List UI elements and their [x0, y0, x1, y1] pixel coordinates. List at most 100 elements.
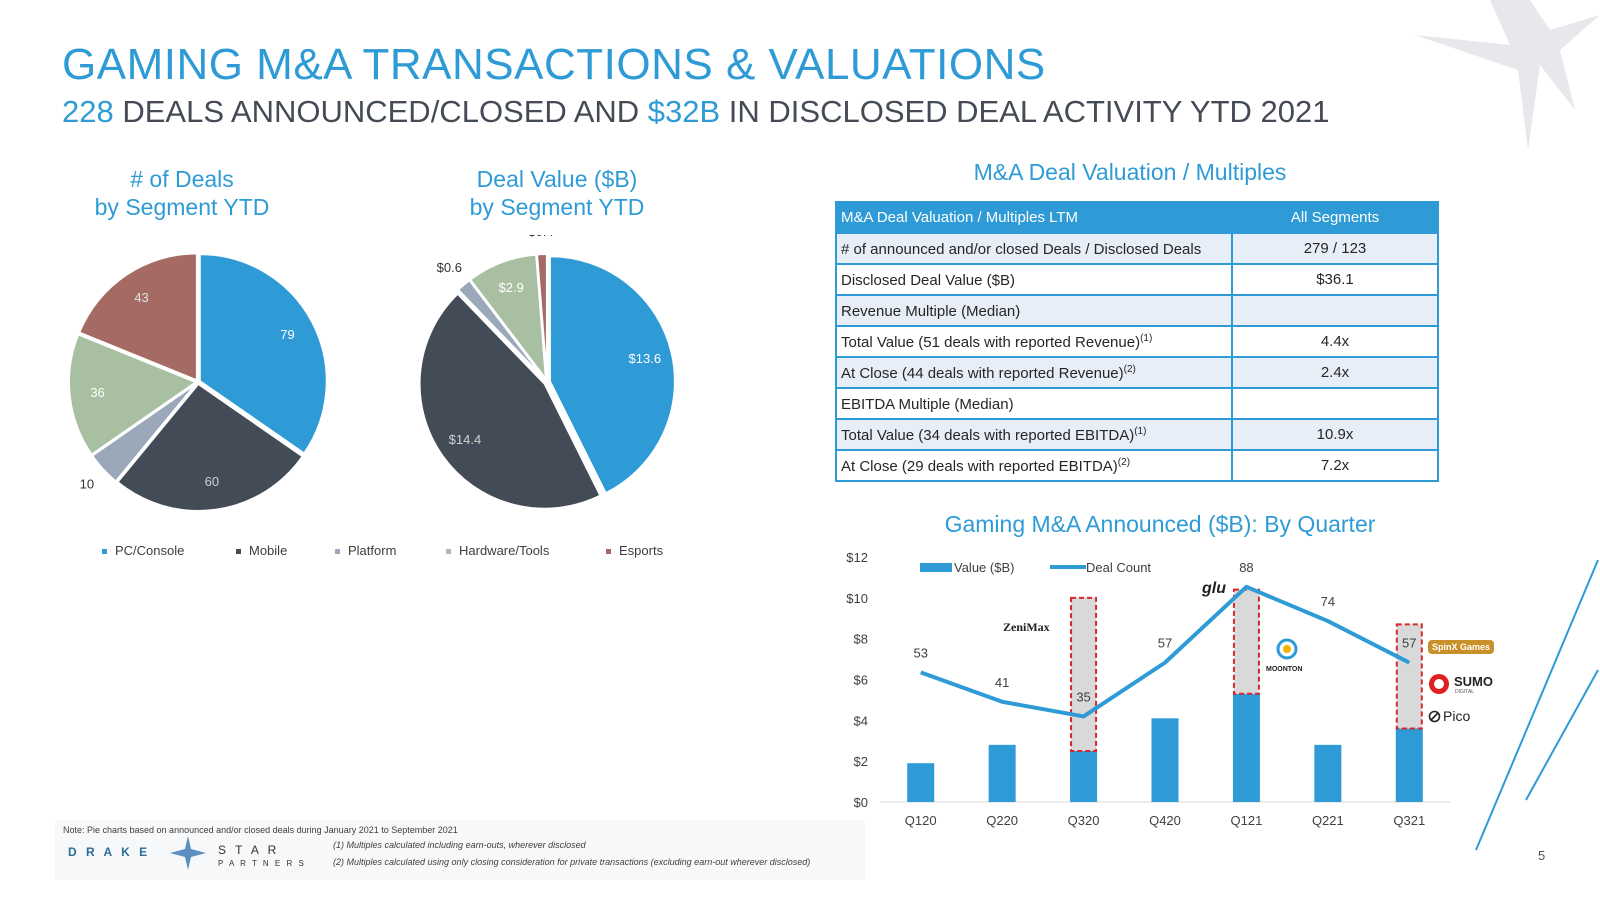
zenimax-logo: ZeniMax — [1003, 620, 1050, 634]
footnote-1: (1) Multiples calculated including earn-… — [333, 840, 586, 850]
subtitle-deal-count: 228 — [62, 94, 114, 129]
legend-label: Platform — [348, 543, 397, 558]
legend-swatch — [335, 549, 340, 555]
pie-slice-hardware-tools — [68, 333, 199, 456]
pie-data-label: 43 — [134, 290, 148, 305]
deal-count-label: 74 — [1321, 594, 1335, 609]
deal-count-line — [920, 584, 1411, 719]
value-bar — [1395, 728, 1423, 802]
legend-value-label: Value ($B) — [954, 560, 1014, 575]
table-title: M&A Deal Valuation / Multiples — [973, 159, 1287, 185]
quarter-chart-title: Gaming M&A Announced ($B): By Quarter — [944, 511, 1376, 537]
row-label: At Close (29 deals with reported EBITDA)… — [835, 449, 1233, 482]
legend-hardware-tools: Hardware/Tools — [446, 543, 549, 558]
row-value — [1231, 294, 1439, 327]
deal-count-label: 57 — [1402, 636, 1416, 651]
pie-slice-hardware-tools — [468, 253, 548, 383]
legend-label: Hardware/Tools — [459, 543, 550, 558]
table-row: Disclosed Deal Value ($B) $36.1 — [835, 263, 1439, 296]
pie-chart-value: $13.6 $14.4 $0.6 $2.9 $0.4 — [418, 235, 676, 510]
pie-data-label: $2.9 — [499, 280, 524, 295]
legend-swatch — [606, 549, 611, 555]
y-tick-label: $6 — [854, 673, 868, 688]
legend-label: Esports — [619, 543, 664, 558]
pie-slice-esports — [77, 252, 198, 382]
sumo-logo-text: SUMO — [1454, 674, 1493, 689]
y-tick-label: $2 — [854, 754, 868, 769]
legend-mobile: Mobile — [236, 543, 287, 558]
row-label: Disclosed Deal Value ($B) — [835, 263, 1233, 296]
x-tick-label: Q121 — [1231, 813, 1263, 828]
deal-count-label: 88 — [1239, 560, 1253, 575]
pie-deals-title-line2: by Segment YTD — [94, 194, 270, 220]
table-header-label: M&A Deal Valuation / Multiples LTM — [835, 201, 1233, 234]
legend-count-label: Deal Count — [1086, 560, 1151, 575]
pie-slice-pc-console — [548, 255, 676, 495]
logo-star: S T A R — [218, 843, 280, 857]
row-label: Total Value (34 deals with reported EBIT… — [835, 418, 1233, 451]
y-tick-label: $8 — [854, 632, 868, 647]
y-tick-label: $10 — [846, 591, 868, 606]
row-label: EBITDA Multiple (Median) — [835, 387, 1233, 420]
legend-platform: Platform — [335, 543, 396, 558]
quarter-bar-chart: $0 $2 $4 $6 $8 $10 $12 Q120 Q220 Q320 Q420 Q121 Q221… — [846, 550, 1450, 828]
pie-slice-platform — [90, 382, 198, 483]
x-tick-label: Q221 — [1312, 813, 1344, 828]
pie-slice-pc-console — [198, 253, 328, 455]
y-tick-label: $12 — [846, 550, 868, 565]
pie-data-label: $0.6 — [437, 260, 462, 275]
value-bar — [907, 763, 935, 802]
sumo-logo-subtext: DIGITAL — [1455, 689, 1475, 695]
pie-data-label: 79 — [280, 327, 294, 342]
drake-star-logo: D R A K E S T A R P A R T N E R S — [66, 836, 326, 870]
legend-swatch — [446, 549, 451, 555]
row-value — [1231, 387, 1439, 420]
value-bar — [1314, 744, 1342, 802]
pie-note: Note: Pie charts based on announced and/… — [63, 825, 458, 835]
page-number: 5 — [1538, 848, 1546, 863]
value-bar — [988, 744, 1016, 802]
pie-value-title-line2: by Segment YTD — [469, 194, 645, 220]
row-value: 4.4x — [1231, 325, 1439, 358]
legend-esports: Esports — [606, 543, 663, 558]
table-row: Revenue Multiple (Median) — [835, 294, 1439, 327]
row-value: 10.9x — [1231, 418, 1439, 451]
pie-data-label: $0.4 — [528, 235, 553, 239]
deal-count-label: 41 — [995, 675, 1009, 690]
subtitle-text-mid: DEALS ANNOUNCED/CLOSED AND — [113, 94, 648, 129]
pie-value-title: Deal Value ($B) by Segment YTD — [437, 165, 677, 221]
row-label: At Close (44 deals with reported Revenue… — [835, 356, 1233, 389]
star-decoration-icon — [1415, 0, 1600, 150]
logo-partners: P A R T N E R S — [218, 859, 306, 868]
subtitle-text-end: IN DISCLOSED DEAL ACTIVITY YTD 2021 — [720, 94, 1330, 129]
x-tick-label: Q220 — [986, 813, 1018, 828]
table-row: Total Value (51 deals with reported Reve… — [835, 325, 1439, 358]
legend-label: PC/Console — [115, 543, 185, 558]
legend-pc-console: PC/Console — [102, 543, 184, 558]
table-row: At Close (29 deals with reported EBITDA)… — [835, 449, 1439, 482]
announced-value-highlight — [1395, 623, 1423, 730]
pie-slice-platform — [456, 278, 546, 381]
row-value: 2.4x — [1231, 356, 1439, 389]
deal-count-label: 53 — [913, 645, 927, 660]
row-value: 7.2x — [1231, 449, 1439, 482]
table-row: # of announced and/or closed Deals / Dis… — [835, 232, 1439, 265]
pie-data-label: 60 — [205, 474, 219, 489]
pie-value-title-line1: Deal Value ($B) — [476, 166, 638, 192]
row-label: Revenue Multiple (Median) — [835, 294, 1233, 327]
x-tick-label: Q321 — [1393, 813, 1425, 828]
y-tick-label: $4 — [854, 713, 868, 728]
announced-value-highlight — [1232, 588, 1260, 695]
moonton-logo-icon — [1276, 638, 1298, 660]
table-header-segment: All Segments — [1231, 201, 1439, 234]
value-bar — [1232, 693, 1260, 802]
value-bar — [1151, 718, 1179, 802]
row-value: 279 / 123 — [1231, 232, 1439, 265]
legend-value-swatch — [920, 563, 952, 572]
moonton-logo-text: MOONTON — [1266, 666, 1303, 673]
pie-slice-mobile — [418, 292, 602, 510]
legend-label: Mobile — [249, 543, 288, 558]
pie-data-label: $13.6 — [629, 351, 662, 366]
legend-swatch — [236, 549, 241, 555]
row-label: # of announced and/or closed Deals / Dis… — [835, 232, 1233, 265]
